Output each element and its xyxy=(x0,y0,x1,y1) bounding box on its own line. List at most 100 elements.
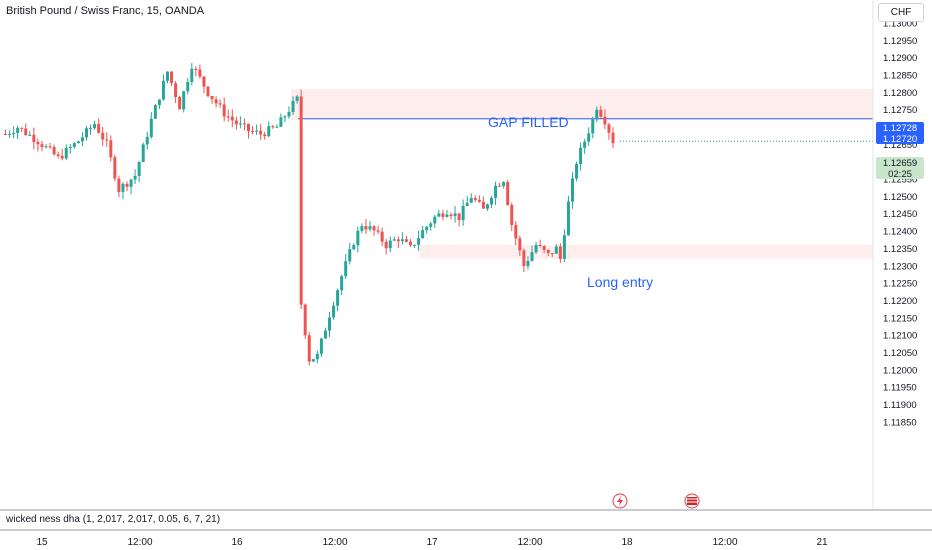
candle-body xyxy=(16,127,20,134)
candle-body xyxy=(587,133,591,142)
candle-body xyxy=(267,126,271,137)
lightning-event-icon[interactable] xyxy=(612,493,628,509)
long-entry-text[interactable]: Long entry xyxy=(587,274,653,290)
candle-body xyxy=(194,68,198,70)
candle-body xyxy=(502,182,506,187)
candle-body xyxy=(421,230,425,239)
candle-body xyxy=(437,213,441,217)
chart-title[interactable]: British Pound / Swiss Franc, 15, OANDA xyxy=(6,5,205,17)
candle-body xyxy=(214,99,218,104)
price-tick-label: 1.12550 xyxy=(883,175,917,186)
price-tick-label: 1.12050 xyxy=(883,348,917,359)
candle-body xyxy=(311,359,315,362)
time-tick-label: 21 xyxy=(816,537,828,548)
candle-body xyxy=(230,116,234,121)
candle-body xyxy=(251,131,255,133)
candle-body xyxy=(178,97,182,110)
candle-body xyxy=(56,154,60,156)
candle-body xyxy=(52,147,56,155)
candle-body xyxy=(566,201,570,236)
candle-body xyxy=(234,120,238,125)
candle-body xyxy=(558,246,562,259)
candle-body xyxy=(226,116,230,118)
candle-body xyxy=(465,202,469,206)
flag-event-icon[interactable] xyxy=(684,493,700,509)
candle-body xyxy=(433,216,437,224)
candle-body xyxy=(157,99,161,106)
price-tick-label: 1.12650 xyxy=(883,140,917,151)
time-tick-label: 12:00 xyxy=(712,537,737,548)
price-axis[interactable]: 1.13000 1.12950 1.12900 1.12850 1.12800 1.127… xyxy=(883,19,917,429)
candle-body xyxy=(506,182,510,205)
price-tick-label: 1.12850 xyxy=(883,71,917,82)
time-axis[interactable]: 15 12:00 16 12:00 17 12:00 18 12:00 21 xyxy=(36,537,828,548)
price-tick-label: 1.12350 xyxy=(883,244,917,255)
candle-body xyxy=(190,68,194,82)
candle-body xyxy=(396,239,400,242)
candle-body xyxy=(332,305,336,318)
candle-body xyxy=(498,185,502,187)
candle-body xyxy=(603,116,607,125)
candle-body xyxy=(319,338,323,354)
candle-body xyxy=(490,197,493,205)
badge-price-bottom: 1.12720 xyxy=(883,134,917,145)
candle-body xyxy=(328,317,331,331)
candle-body xyxy=(222,104,226,117)
candle-body xyxy=(36,142,40,145)
candle-body xyxy=(89,127,93,129)
candle-body xyxy=(481,201,485,209)
candle-body xyxy=(336,290,340,306)
long-entry-zone-rect[interactable] xyxy=(420,244,873,259)
candle-body xyxy=(400,239,404,242)
candle-body xyxy=(48,146,52,148)
gap-zone-rect[interactable] xyxy=(291,88,873,121)
candle-body xyxy=(579,147,583,165)
candle-body xyxy=(60,155,64,159)
candle-body xyxy=(174,83,178,98)
candle-body xyxy=(275,126,279,128)
candle-body xyxy=(607,124,611,133)
candle-body xyxy=(113,157,117,179)
currency-button[interactable]: CHF xyxy=(878,3,924,22)
candle-body xyxy=(449,214,453,217)
candle-body xyxy=(542,245,546,250)
candle-body xyxy=(299,96,303,305)
time-tick-label: 12:00 xyxy=(322,537,347,548)
candle-body xyxy=(68,146,72,148)
candle-body xyxy=(392,239,396,241)
candle-body xyxy=(198,69,202,77)
candle-body xyxy=(263,134,267,137)
candles-group[interactable] xyxy=(4,63,615,366)
gap-filled-text[interactable]: GAP FILLED xyxy=(488,114,569,130)
candle-body xyxy=(238,123,242,125)
candle-body xyxy=(360,226,364,231)
candle-body xyxy=(376,230,380,232)
candle-body xyxy=(494,185,498,198)
candle-body xyxy=(141,144,145,162)
candle-body xyxy=(461,205,465,221)
price-tick-label: 1.11850 xyxy=(883,417,917,428)
candle-body xyxy=(445,214,449,217)
candle-body xyxy=(575,164,579,179)
candle-body xyxy=(384,241,388,249)
candle-body xyxy=(12,133,16,135)
indicator-legend[interactable]: wicked ness dha (1, 2,017, 2,017, 0.05, … xyxy=(6,514,221,525)
candle-body xyxy=(340,276,344,291)
price-tick-label: 1.11950 xyxy=(883,383,917,394)
candle-body xyxy=(514,224,518,239)
candle-body xyxy=(64,147,68,159)
candle-body xyxy=(279,117,283,127)
candle-body xyxy=(413,244,417,246)
candle-body xyxy=(303,304,307,336)
candle-body xyxy=(242,123,246,125)
candle-body xyxy=(364,226,368,230)
candle-body xyxy=(133,175,137,180)
candle-body xyxy=(344,261,348,277)
candle-body xyxy=(372,226,376,231)
candle-body xyxy=(477,199,481,202)
candle-body xyxy=(611,132,615,144)
price-tick-label: 1.12150 xyxy=(883,313,917,324)
price-tick-label: 1.12250 xyxy=(883,279,917,290)
time-tick-label: 16 xyxy=(231,537,243,548)
